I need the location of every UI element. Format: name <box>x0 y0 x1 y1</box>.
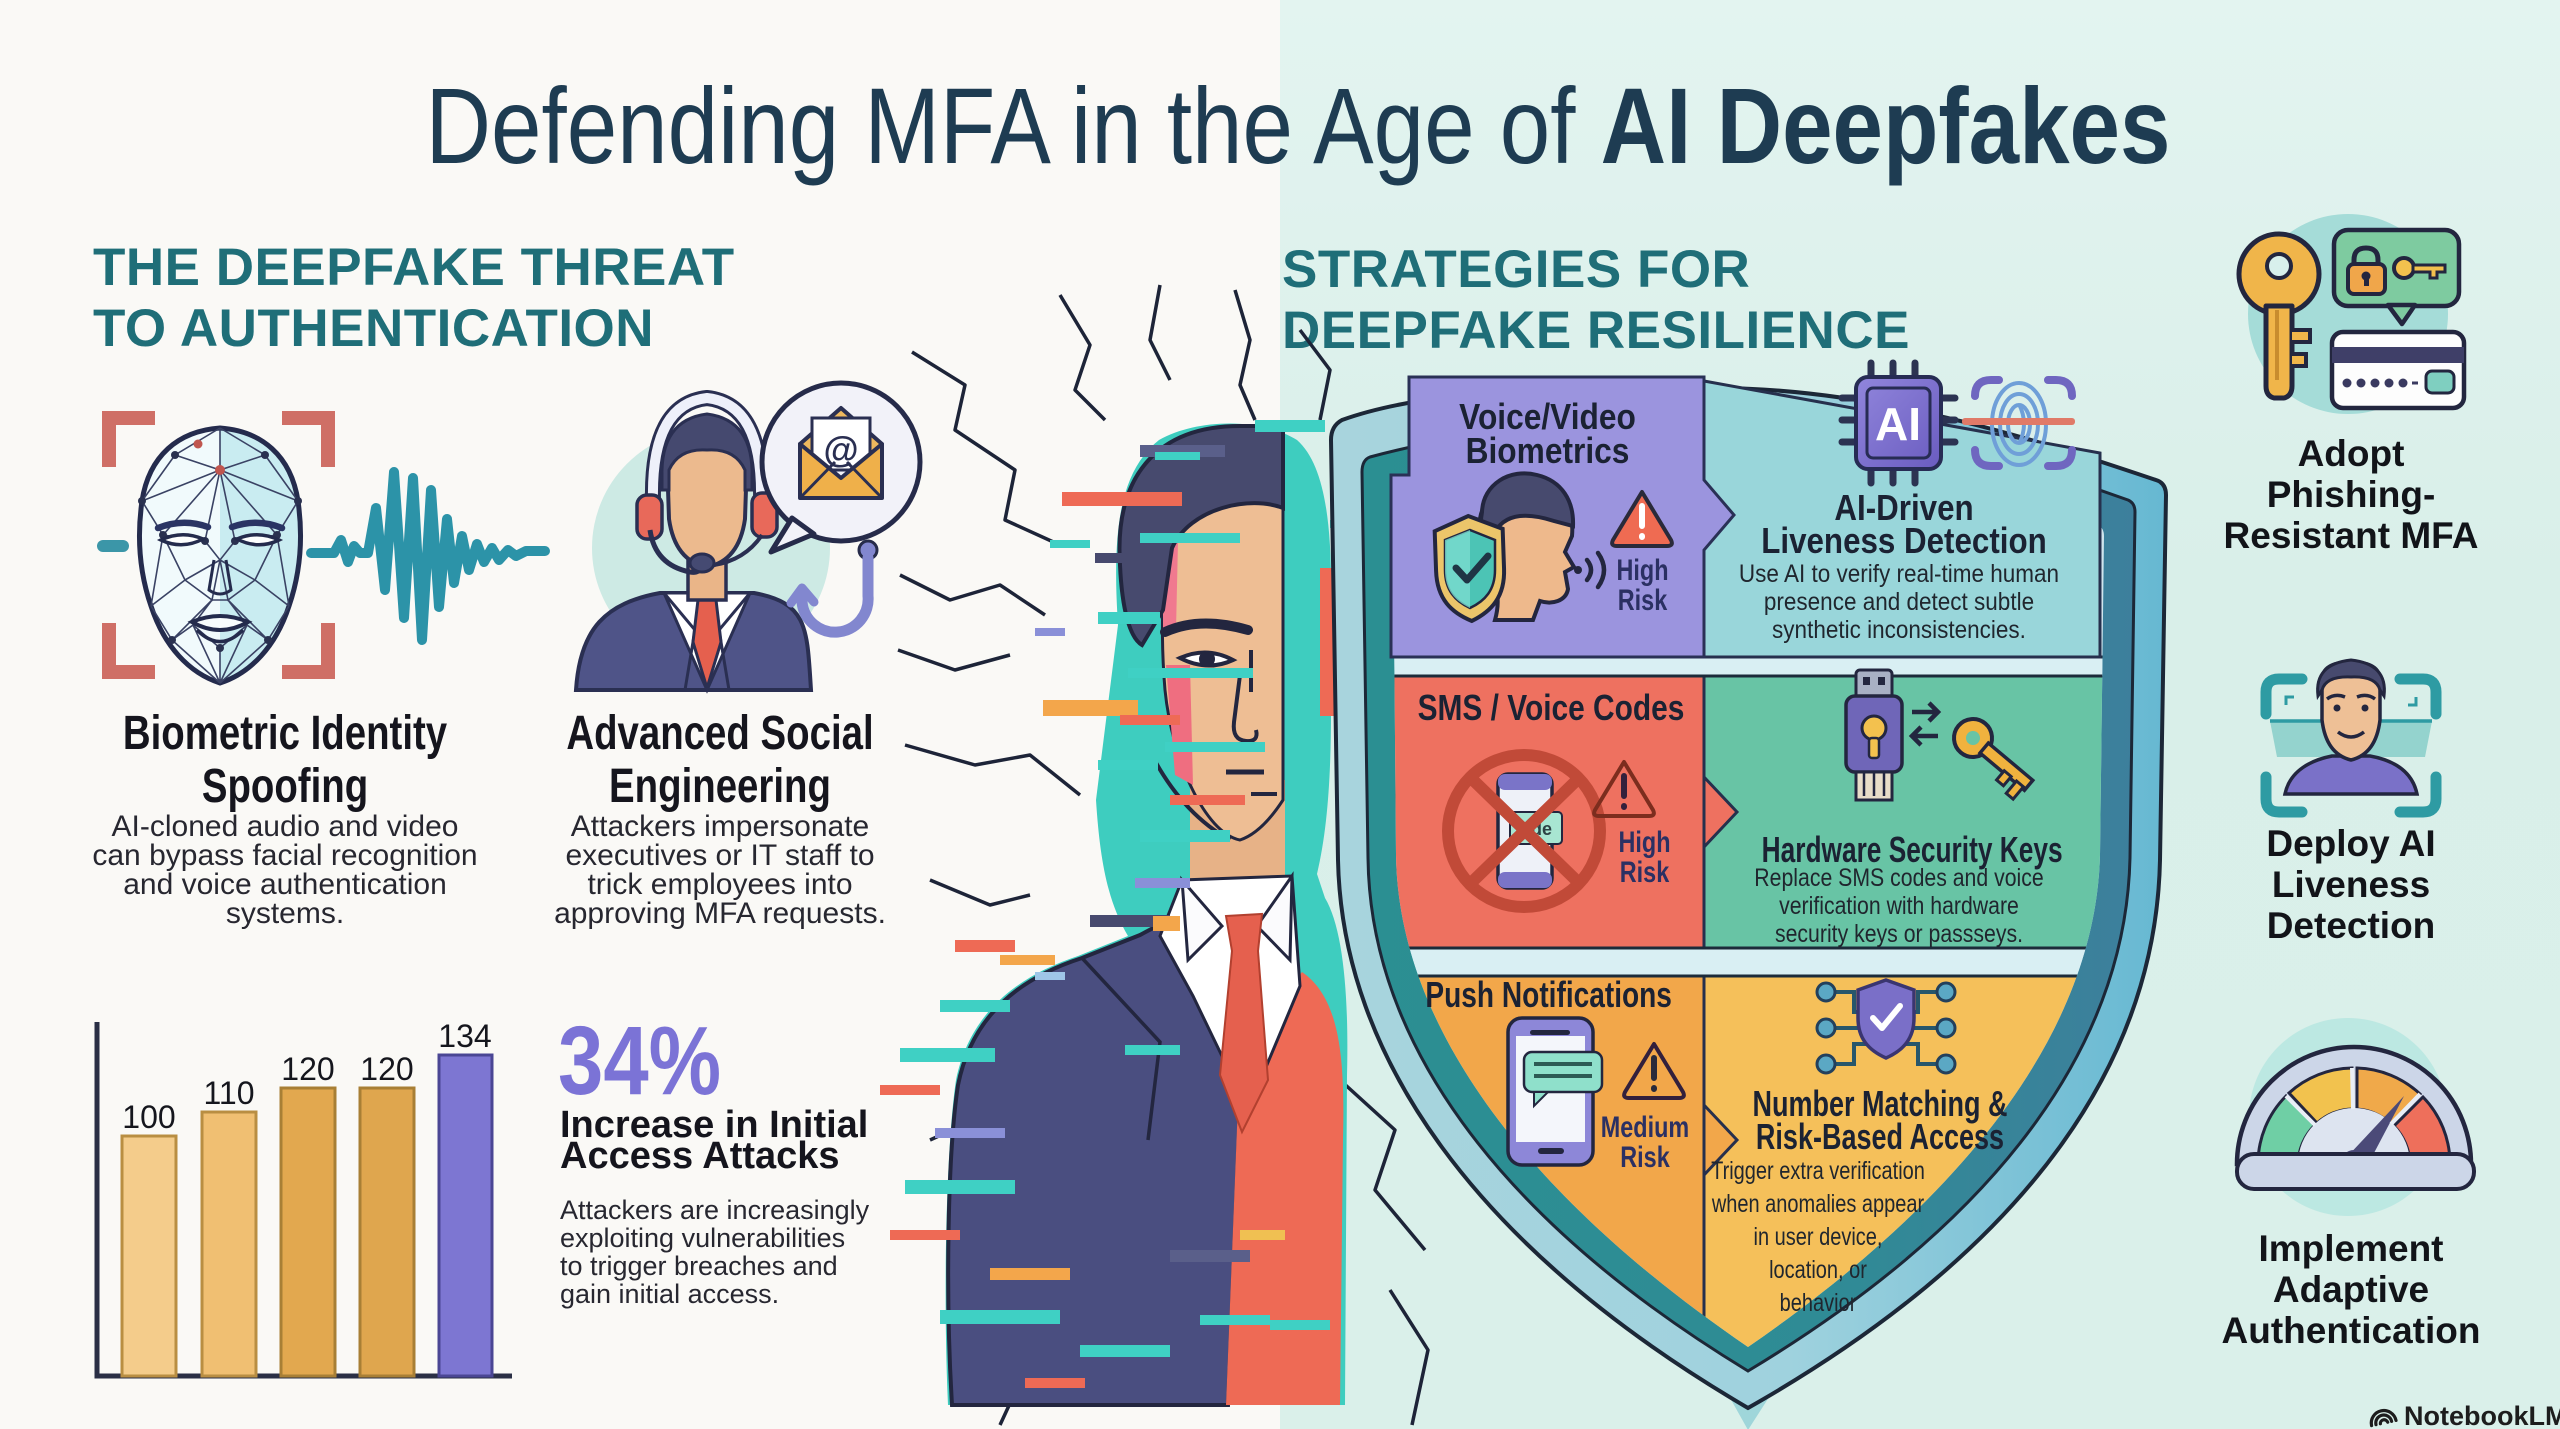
svg-text:120: 120 <box>281 1051 334 1087</box>
svg-text:AI: AI <box>1875 398 1921 450</box>
svg-text:134: 134 <box>438 1018 491 1054</box>
svg-text:@: @ <box>823 429 858 470</box>
svg-text:120: 120 <box>360 1051 413 1087</box>
svg-text:100: 100 <box>122 1099 175 1135</box>
svg-text:NotebookLM: NotebookLM <box>2404 1401 2560 1429</box>
svg-text:110: 110 <box>203 1075 254 1111</box>
